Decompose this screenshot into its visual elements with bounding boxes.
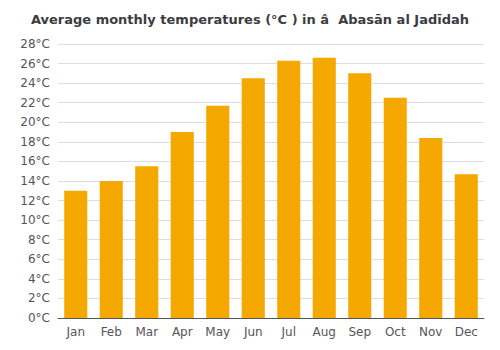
svg-text:Mar: Mar (135, 325, 158, 339)
svg-text:Jul: Jul (281, 325, 296, 339)
svg-text:2°C: 2°C (28, 291, 50, 305)
svg-text:Dec: Dec (455, 325, 478, 339)
svg-text:Oct: Oct (385, 325, 406, 339)
svg-text:Average monthly temperatures (: Average monthly temperatures (°C ) in â … (31, 12, 469, 27)
svg-text:8°C: 8°C (28, 233, 50, 247)
svg-text:6°C: 6°C (28, 252, 50, 266)
svg-text:Jun: Jun (243, 325, 263, 339)
svg-text:26°C: 26°C (20, 57, 50, 71)
svg-text:4°C: 4°C (28, 272, 50, 286)
svg-text:10°C: 10°C (20, 213, 50, 227)
svg-text:Apr: Apr (172, 325, 193, 339)
svg-text:28°C: 28°C (20, 37, 50, 51)
svg-text:16°C: 16°C (20, 154, 50, 168)
svg-text:Jan: Jan (66, 325, 86, 339)
svg-text:May: May (205, 325, 230, 339)
svg-text:Sep: Sep (348, 325, 371, 339)
svg-text:22°C: 22°C (20, 96, 50, 110)
svg-text:14°C: 14°C (20, 174, 50, 188)
svg-text:Nov: Nov (419, 325, 442, 339)
svg-text:Feb: Feb (101, 325, 122, 339)
svg-text:Aug: Aug (313, 325, 336, 339)
svg-text:18°C: 18°C (20, 135, 50, 149)
svg-text:0°C: 0°C (28, 311, 50, 325)
svg-text:12°C: 12°C (20, 194, 50, 208)
svg-text:24°C: 24°C (20, 76, 50, 90)
svg-text:20°C: 20°C (20, 115, 50, 129)
